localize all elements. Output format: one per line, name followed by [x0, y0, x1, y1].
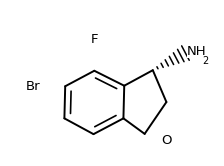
Text: Br: Br	[26, 80, 40, 93]
Text: F: F	[90, 33, 98, 46]
Text: 2: 2	[202, 56, 209, 66]
Text: O: O	[161, 134, 172, 147]
Text: NH: NH	[187, 45, 207, 58]
